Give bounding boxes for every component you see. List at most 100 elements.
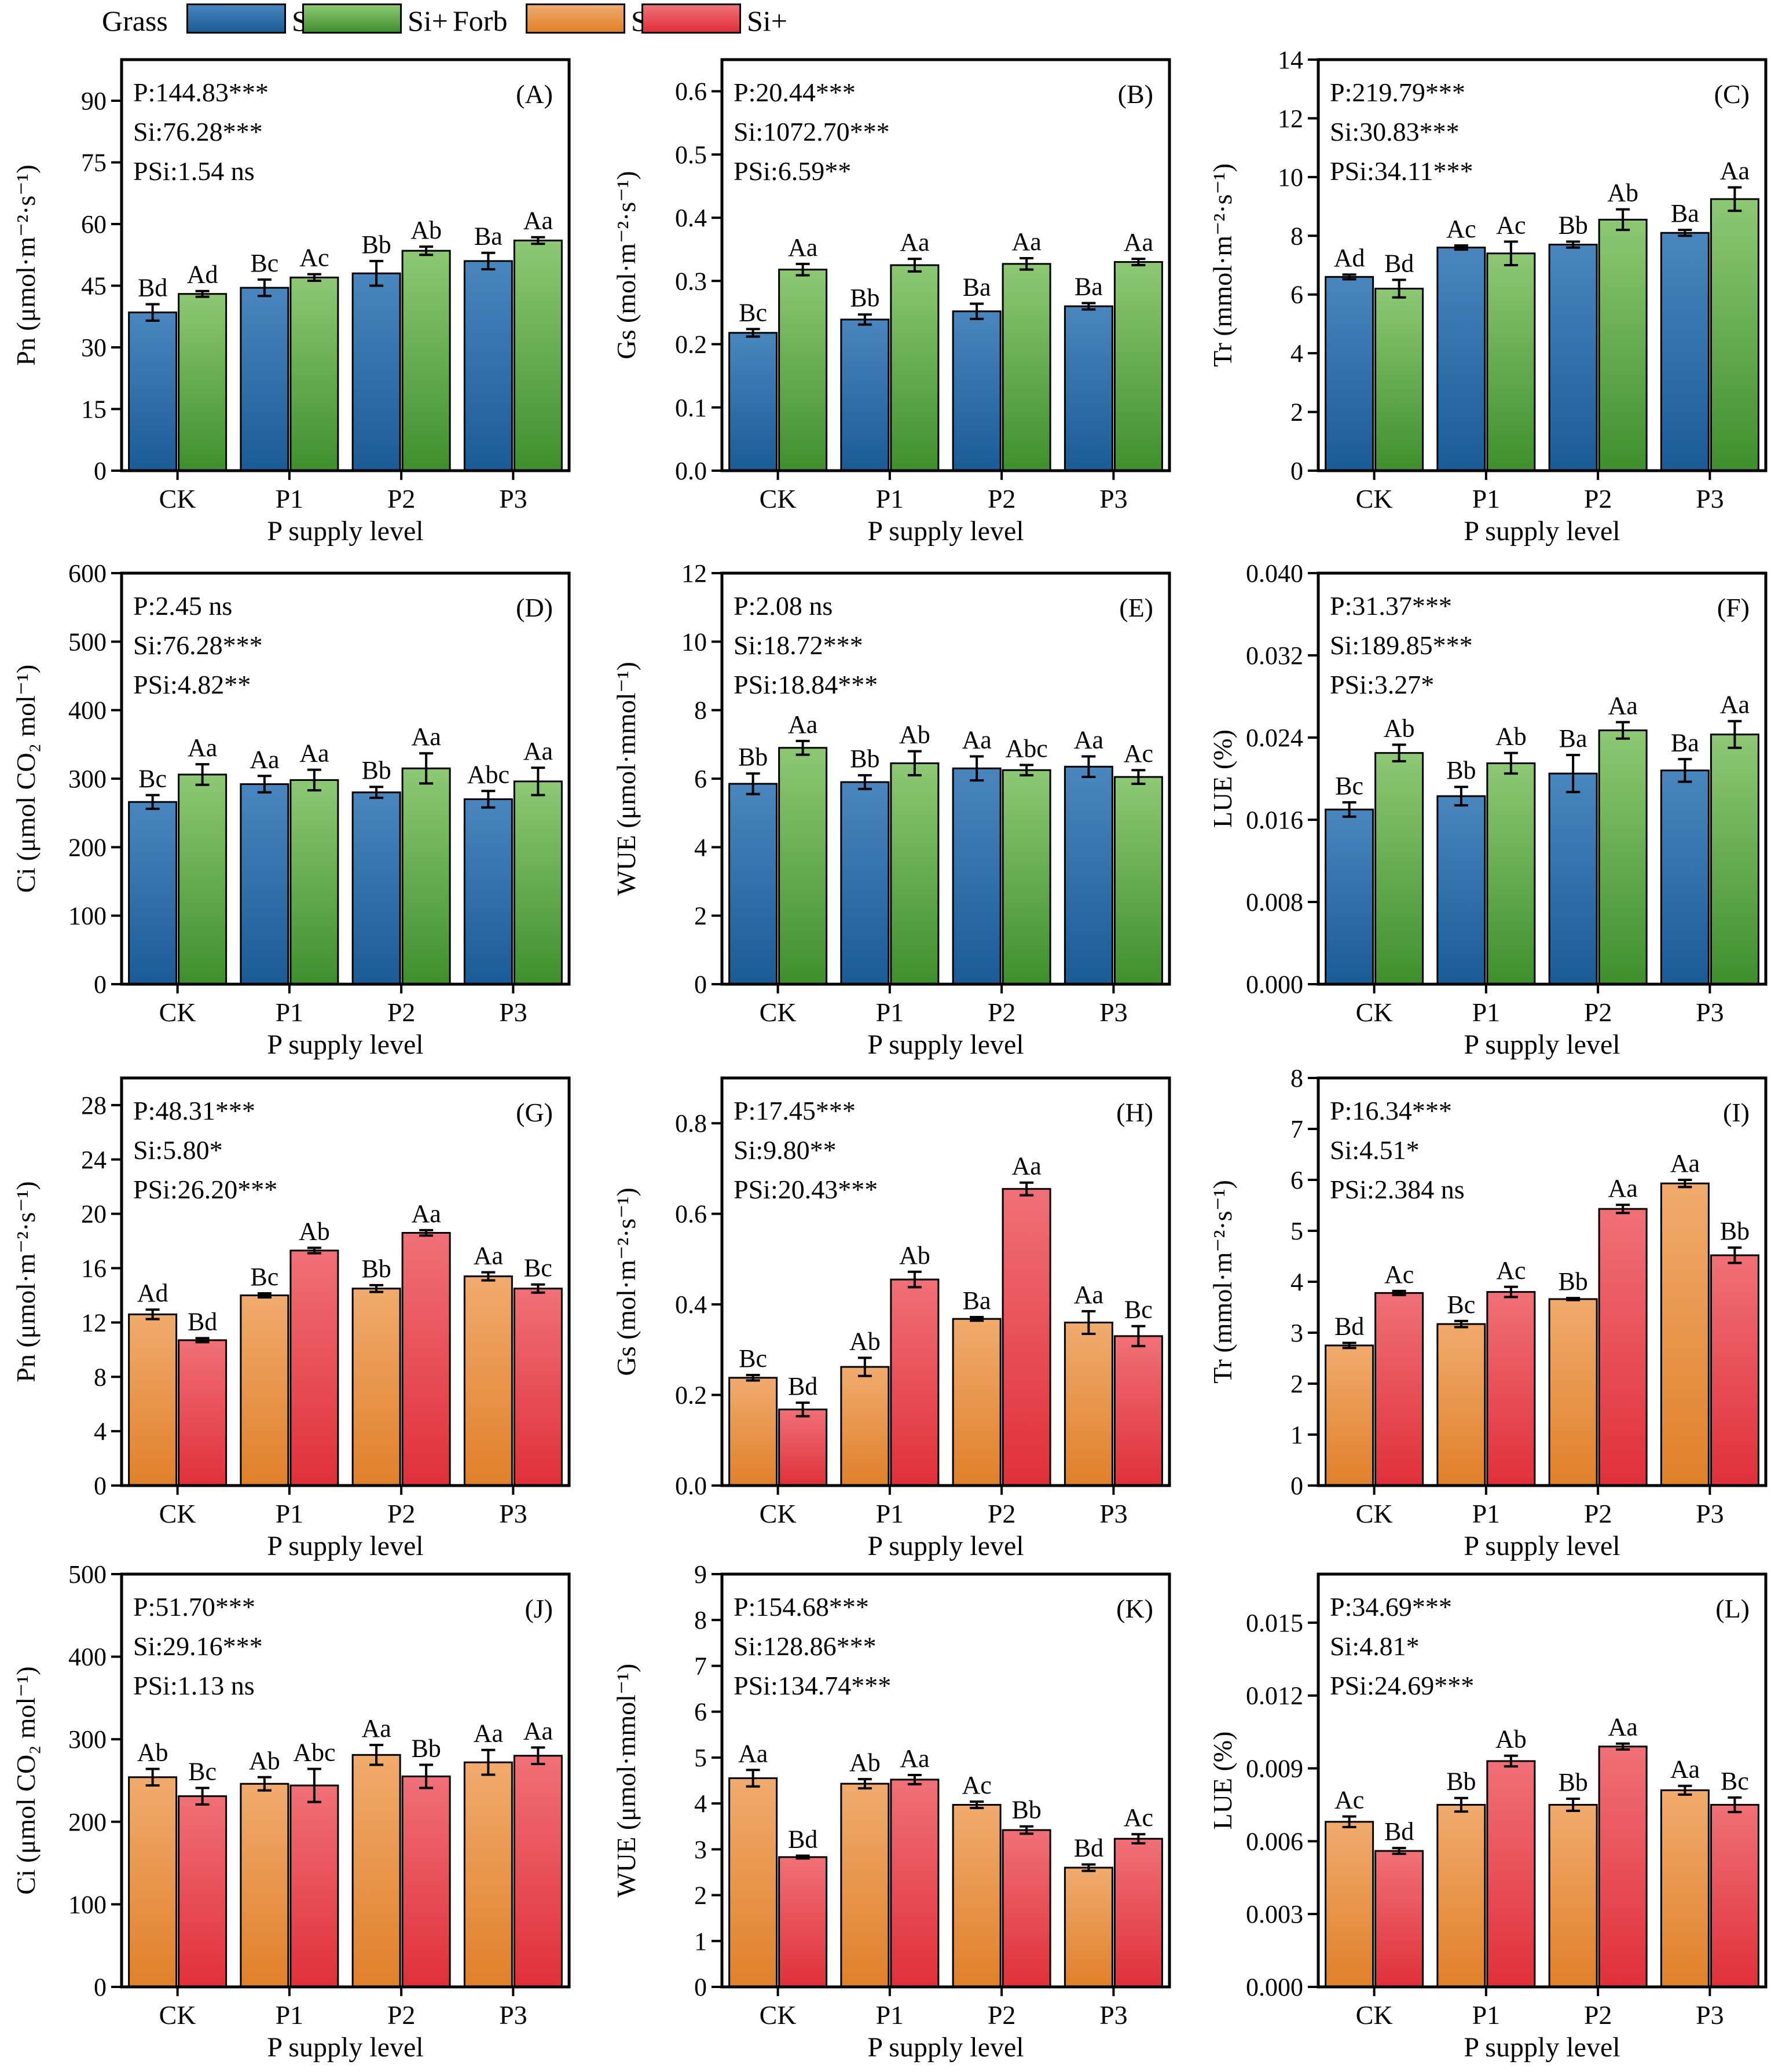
bar-Si--P2 <box>1548 244 1598 472</box>
significance-letter: Aa <box>1074 726 1103 754</box>
significance-letter: Aa <box>738 1739 768 1767</box>
stat-annotation: P:20.44*** <box>734 78 856 107</box>
significance-letter: Ac <box>1384 1260 1414 1289</box>
bar-Si--P2 <box>1548 1298 1598 1487</box>
bar-Si--CK <box>728 332 778 472</box>
significance-letter: Ac <box>1496 1256 1526 1285</box>
x-tick-label: P2 <box>988 2000 1016 2030</box>
panel-label: (G) <box>516 1098 553 1127</box>
y-tick-label: 2 <box>1290 398 1303 427</box>
y-tick-label: 16 <box>81 1255 107 1283</box>
y-tick-label: 500 <box>68 1560 107 1589</box>
chart-panel-a: 0 15 30 45 60 75 90 Pn (μmol·m⁻²·s⁻¹) CK P1 P2 P3 P … <box>11 58 571 547</box>
stat-annotation: Si:76.28*** <box>133 117 263 146</box>
significance-letter: Aa <box>250 745 279 773</box>
significance-letter: Aa <box>523 1717 553 1745</box>
bar-Si+-P1 <box>289 779 339 985</box>
x-axis-label: P supply level <box>267 516 423 547</box>
y-tick-label: 400 <box>68 696 107 725</box>
x-tick-label: P3 <box>1696 2000 1724 2030</box>
bar-Si+-P1 <box>890 762 940 985</box>
significance-letter: Bc <box>1721 1767 1749 1795</box>
y-tick-label: 9 <box>694 1560 707 1589</box>
bar-Si+-P3 <box>1113 776 1163 985</box>
x-tick-label: P2 <box>387 484 416 514</box>
bar-Si--CK <box>128 311 178 472</box>
y-tick-label: 0.4 <box>675 1290 707 1319</box>
x-tick-label: P2 <box>988 484 1016 514</box>
y-tick-label: 12 <box>681 559 707 588</box>
x-tick-label: P2 <box>387 2000 416 2030</box>
x-tick-label: P1 <box>276 1499 304 1528</box>
significance-letter: Aa <box>1720 691 1750 719</box>
x-tick-label: CK <box>760 1499 797 1528</box>
bar-Si--CK <box>1325 1344 1374 1487</box>
significance-letter: Bd <box>188 1307 217 1336</box>
y-tick-label: 1 <box>694 1927 707 1956</box>
significance-letter: Aa <box>411 723 441 751</box>
legend-grass-si-minus-swatch <box>186 3 286 34</box>
plot-frame <box>720 1572 1171 1989</box>
significance-letter: Bd <box>788 1825 817 1853</box>
significance-letter: Bc <box>739 1344 767 1373</box>
significance-letter: Bb <box>850 745 879 773</box>
bar-Si--CK <box>728 783 778 985</box>
x-axis-label: P supply level <box>867 2032 1024 2063</box>
stat-annotation: P:16.34*** <box>1330 1096 1452 1125</box>
y-axis-label: WUE (μmol·mmol⁻¹) <box>611 1664 641 1898</box>
significance-letter: Ab <box>299 1217 330 1245</box>
bar-Si+-P1 <box>890 1278 940 1487</box>
bar-Si--P2 <box>952 310 1002 472</box>
x-tick-label: P1 <box>276 2000 304 2030</box>
significance-letter: Aa <box>788 710 817 739</box>
y-tick-label: 30 <box>81 333 107 362</box>
bar-Si+-P3 <box>513 1755 563 1988</box>
significance-letter: Ba <box>1671 199 1699 228</box>
stat-annotation: PSi:18.84*** <box>734 670 878 699</box>
x-tick-label: P3 <box>499 484 527 514</box>
x-tick-label: P1 <box>1472 998 1501 1027</box>
significance-letter: Aa <box>474 1242 503 1270</box>
y-tick-label: 0.040 <box>1246 559 1303 588</box>
y-axis-label: Tr (mmol·m⁻²·s⁻¹) <box>1208 1180 1237 1384</box>
bar-Si+-CK <box>778 269 828 472</box>
y-tick-label: 6 <box>694 1698 707 1726</box>
y-axis-label: Pn (μmol·m⁻²·s⁻¹) <box>11 164 41 365</box>
bar-Si+-P2 <box>1002 263 1051 472</box>
stat-annotation: P:31.37*** <box>1330 591 1452 621</box>
significance-letter: Ac <box>1124 739 1153 768</box>
y-tick-label: 0.4 <box>675 204 707 232</box>
y-tick-label: 500 <box>68 628 107 656</box>
panel-label: (D) <box>516 593 553 622</box>
significance-letter: Abc <box>1005 734 1047 762</box>
bar-Si+-P1 <box>890 1778 940 1988</box>
stat-annotation: PSi:4.82** <box>133 670 251 699</box>
y-axis-label: Tr (mmol·m⁻²·s⁻¹) <box>1208 163 1237 367</box>
y-axis-label: Gs (mol·m⁻²·s⁻¹) <box>611 171 641 359</box>
y-tick-label: 0.024 <box>1246 724 1303 752</box>
stat-annotation: Si:9.80** <box>734 1135 837 1165</box>
stat-annotation: P:219.79*** <box>1330 78 1465 107</box>
significance-letter: Ac <box>1334 1786 1364 1814</box>
chart-panel-k: 0 1 2 3 4 5 6 7 8 9 WUE (μmol·mmol⁻¹) CK P1 P2 P3 P sup… <box>611 1560 1171 2063</box>
y-tick-label: 6 <box>694 765 707 793</box>
stat-annotation: PSi:20.43*** <box>734 1175 878 1204</box>
bar-Si+-P3 <box>513 239 563 472</box>
bar-Si--CK <box>728 1777 778 1988</box>
x-tick-label: P3 <box>499 2000 527 2030</box>
panel-label: (K) <box>1116 1594 1153 1623</box>
x-tick-label: P2 <box>387 1499 416 1528</box>
x-tick-label: CK <box>760 998 797 1027</box>
significance-letter: Ac <box>1496 211 1526 239</box>
y-axis-label: WUE (μmol·mmol⁻¹) <box>611 662 641 896</box>
significance-letter: Bb <box>361 1255 391 1283</box>
y-tick-label: 90 <box>81 87 107 115</box>
panel-label: (E) <box>1119 593 1153 622</box>
bar-Si+-P1 <box>289 1784 339 1988</box>
bar-Si--CK <box>128 1776 178 1988</box>
significance-letter: Aa <box>900 228 929 256</box>
y-tick-label: 14 <box>1278 46 1303 74</box>
significance-letter: Bc <box>739 298 767 327</box>
y-tick-label: 0.000 <box>1246 1973 1303 2001</box>
